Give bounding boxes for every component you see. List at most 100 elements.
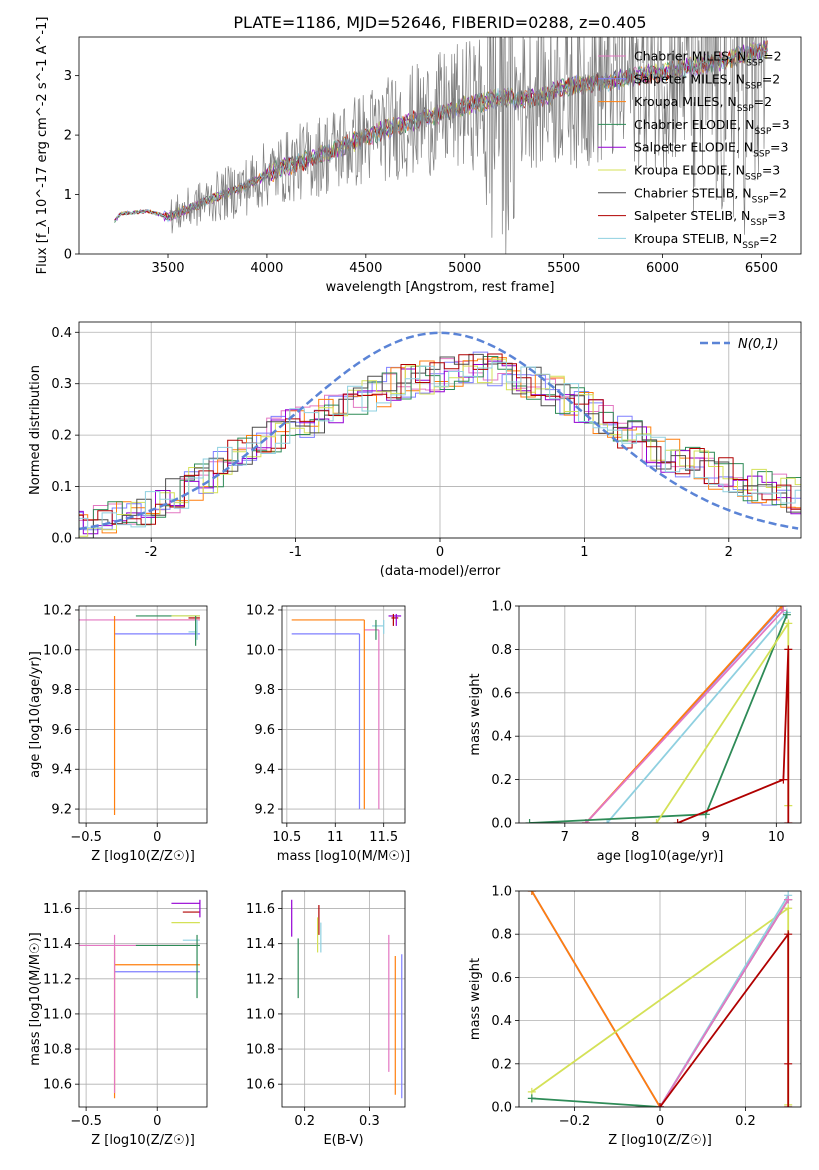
y-tick-label: 0.8 (491, 928, 512, 943)
y-tick-label: 10.0 (43, 643, 72, 658)
x-tick-label: 2 (725, 545, 733, 560)
plot-area (525, 606, 793, 823)
y-tick-label: 0.0 (491, 817, 512, 832)
weight-series (677, 649, 790, 823)
grid (282, 891, 405, 1107)
axes-frame (78, 321, 802, 539)
grid (79, 606, 207, 823)
y-tick-label: 11.0 (246, 1007, 275, 1022)
weight-point (782, 610, 791, 619)
weight-series (659, 931, 790, 1107)
y-tick-label: 0.4 (51, 326, 72, 341)
weight-point (525, 819, 534, 823)
weight-point (779, 775, 788, 784)
weight-point (652, 819, 661, 823)
x-tick-label: 0 (436, 545, 444, 560)
y-axis-label: age [log10(age/yr)] (28, 651, 43, 778)
residual-histogram (79, 353, 801, 525)
x-axis-label: age [log10(age/yr)] (597, 849, 724, 864)
panel-5: 7 8 9 10 0.0 0.2 0.4 0.6 0.8 1.0 age [log10(age/yr… (468, 600, 802, 864)
weight-series (529, 614, 788, 823)
x-tick-label: 9 (702, 830, 710, 845)
y-tick-label: 11.4 (43, 937, 72, 952)
y-axis-label: Normed distribution (28, 365, 43, 495)
x-tick-label: 0.2 (294, 1114, 315, 1129)
axes-frame (518, 890, 802, 1108)
plot-area (291, 899, 403, 1099)
weight-point (784, 819, 793, 823)
x-axis-label: Z [log10(Z/Z☉)] (91, 1133, 195, 1148)
x-tick-label: 0.3 (359, 1114, 380, 1129)
weight-series (531, 891, 661, 1107)
grid (79, 322, 801, 539)
weight-series (606, 611, 788, 823)
x-axis-label: (data-model)/error (380, 564, 501, 579)
axes-frame (78, 605, 208, 824)
y-tick-label: 0.2 (51, 429, 72, 444)
panel-6: −0.5 0 10.6 10.8 11.0 11.2 11.4 11.6 Z [log10(Z/… (28, 890, 208, 1148)
y-tick-label: 10.0 (246, 643, 275, 658)
weight-point (784, 904, 793, 913)
x-tick-label: 0.2 (735, 1114, 756, 1129)
weight-point (784, 619, 793, 628)
axes-frame (78, 890, 208, 1108)
y-tick-label: 11.4 (246, 937, 275, 952)
weight-point (527, 891, 536, 895)
figure-title: PLATE=1186, MJD=52646, FIBERID=0288, z=0… (233, 13, 646, 32)
y-tick-label: 0.2 (491, 1057, 512, 1072)
axes-frame (281, 605, 406, 824)
normal-curve (79, 331, 799, 531)
x-tick-label: 6500 (745, 261, 778, 276)
legend-label: Chabrier ELODIE, NSSP=3 (634, 117, 790, 137)
x-tick-label: 0 (656, 1114, 664, 1129)
weight-point (777, 606, 786, 610)
grid (282, 606, 405, 823)
weight-series (659, 899, 789, 1107)
legend-label: Salpeter ELODIE, NSSP=3 (634, 140, 788, 160)
y-tick-label: 1.0 (491, 885, 512, 900)
y-tick-label: 11.2 (246, 972, 275, 987)
y-axis-label: Flux [f_λ 10^-17 erg cm^-2 s^-1 A^-1] (35, 17, 50, 275)
y-tick-label: 9.6 (254, 723, 275, 738)
y-tick-label: 10.2 (43, 603, 72, 618)
residual-histogram (79, 361, 801, 529)
x-tick-label: 0 (153, 830, 161, 845)
y-tick-label: 0.6 (491, 686, 512, 701)
plot-area (79, 615, 200, 816)
y-tick-label: 10.8 (43, 1043, 72, 1058)
y-axis-label: mass weight (468, 958, 483, 1040)
x-tick-label: 8 (631, 830, 639, 845)
panel-4: 10.5 11 11.5 9.2 9.4 9.6 9.8 10.0 10.2 mass [log1… (246, 603, 410, 864)
weight-point (603, 819, 612, 823)
y-tick-label: 10.2 (246, 603, 275, 618)
y-tick-label: 0.4 (491, 730, 512, 745)
y-tick-label: 11.2 (43, 972, 72, 987)
legend-label: Chabrier MILES, NSSP=2 (634, 49, 782, 69)
y-tick-label: 0.2 (491, 773, 512, 788)
x-tick-label: 11 (327, 830, 344, 845)
grid (79, 891, 207, 1107)
panel-8: −0.2 0 0.2 0.0 0.2 0.4 0.6 0.8 1.0 Z [log10(Z/Z☉)… (468, 885, 802, 1148)
y-tick-label: 9.6 (51, 723, 72, 738)
weight-point (784, 1059, 793, 1068)
panel-3: −0.5 0 9.2 9.4 9.6 9.8 10.0 10.2 Z [log10(Z/Z☉)]… (28, 603, 208, 864)
x-tick-label: 10 (768, 830, 785, 845)
x-tick-label: 7 (561, 830, 569, 845)
plot-area (527, 891, 793, 1107)
axes-frame (518, 605, 802, 824)
x-axis-label: wavelength [Angstrom, rest frame] (326, 280, 555, 295)
x-tick-label: 5000 (448, 261, 481, 276)
y-tick-label: 1 (64, 188, 72, 203)
weight-point (527, 1094, 536, 1103)
y-tick-label: 0.0 (491, 1101, 512, 1116)
legend-label: Salpeter STELIB, NSSP=3 (634, 208, 786, 228)
weight-point (784, 930, 793, 939)
plot-area (291, 613, 402, 810)
x-tick-label: 5500 (547, 261, 580, 276)
legend-label: Chabrier STELIB, NSSP=2 (634, 185, 787, 205)
x-tick-label: 1 (580, 545, 588, 560)
legend: N(0,1) (700, 337, 779, 352)
y-tick-label: 0.4 (491, 1014, 512, 1029)
x-tick-label: 0 (153, 1114, 161, 1129)
plot-area (79, 331, 801, 538)
